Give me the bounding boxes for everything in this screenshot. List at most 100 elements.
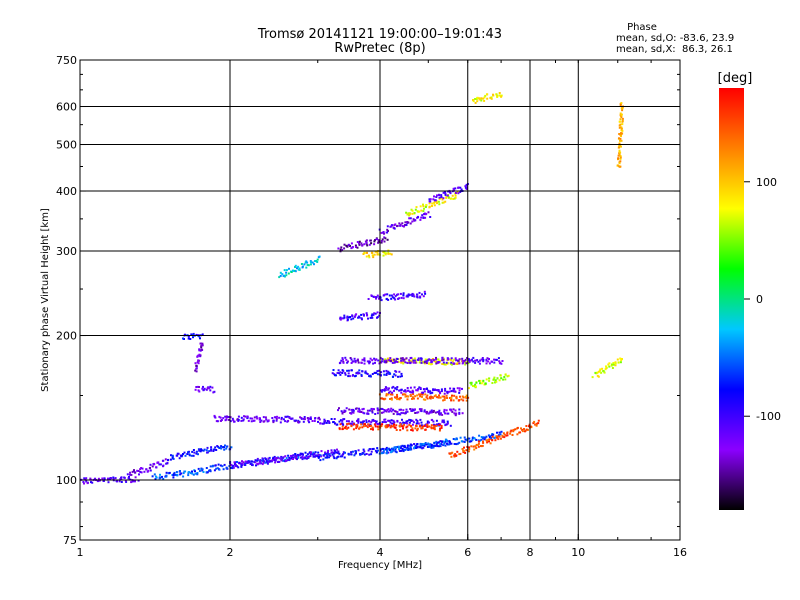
echo-point <box>216 467 219 470</box>
echo-point <box>395 424 398 427</box>
echo-point <box>340 410 343 413</box>
echo-point <box>393 410 396 413</box>
echo-point <box>430 445 433 448</box>
echo-point <box>446 422 449 425</box>
echo-point <box>596 374 599 377</box>
echo-point <box>496 95 499 97</box>
echo-point <box>341 425 344 428</box>
echo-point <box>288 456 291 459</box>
echo-point <box>392 420 395 423</box>
echo-point <box>456 387 459 390</box>
echo-point <box>134 471 137 474</box>
echo-point <box>317 451 320 454</box>
echo-point <box>399 223 402 226</box>
echo-point <box>380 231 383 234</box>
echo-point <box>407 444 409 447</box>
echo-point <box>293 419 296 422</box>
echo-point <box>386 357 389 360</box>
echo-point <box>294 264 297 267</box>
echo-point <box>386 450 389 453</box>
echo-point <box>442 201 445 204</box>
echo-point <box>402 225 405 228</box>
echo-point <box>444 444 447 447</box>
echo-point <box>340 359 343 362</box>
echo-point <box>271 417 274 419</box>
echo-point <box>490 437 493 440</box>
echo-point <box>419 387 422 389</box>
echo-point <box>429 392 432 395</box>
echo-point <box>285 415 288 418</box>
echo-point <box>402 297 405 300</box>
echo-point <box>497 357 500 360</box>
echo-point <box>294 453 297 455</box>
echo-point <box>362 407 365 410</box>
echo-point <box>430 419 433 421</box>
echo-point <box>473 385 476 388</box>
echo-point <box>388 391 390 394</box>
echo-point <box>457 186 460 189</box>
phase-o-stats: mean, sd,O: -83.6, 23.9 <box>616 33 735 44</box>
echo-point <box>230 466 233 469</box>
echo-point <box>373 312 376 315</box>
echo-point <box>159 473 161 476</box>
echo-point <box>371 373 374 375</box>
echo-point <box>362 253 365 255</box>
echo-point <box>403 390 406 393</box>
echo-point <box>452 187 455 190</box>
echo-point <box>261 457 264 460</box>
echo-point <box>396 386 399 388</box>
echo-point <box>428 206 431 209</box>
echo-point <box>345 427 348 430</box>
echo-point <box>417 422 420 425</box>
echo-point <box>393 446 396 449</box>
echo-point <box>428 198 431 201</box>
echo-point <box>490 434 493 437</box>
echo-point <box>438 442 441 445</box>
echo-point <box>246 462 249 464</box>
echo-point <box>206 451 209 454</box>
echo-point <box>302 453 304 456</box>
echo-point <box>415 418 418 421</box>
echo-point <box>392 360 395 362</box>
echo-point <box>483 99 486 102</box>
echo-point <box>237 466 240 469</box>
echo-point <box>488 438 491 441</box>
echo-point <box>608 365 611 368</box>
echo-point <box>221 465 224 468</box>
echo-point <box>297 455 300 458</box>
echo-point <box>412 393 415 396</box>
echo-point <box>86 482 89 485</box>
echo-point <box>450 442 453 445</box>
echo-point <box>404 422 407 424</box>
echo-point <box>422 295 425 298</box>
echo-point <box>371 426 374 429</box>
echo-point <box>400 361 403 364</box>
echo-point <box>423 409 426 412</box>
echo-point <box>367 449 370 452</box>
echo-point <box>404 389 407 392</box>
echo-point <box>421 427 424 430</box>
echo-point <box>400 372 403 375</box>
echo-point <box>474 101 477 104</box>
echo-point <box>365 239 368 242</box>
echo-point <box>481 437 484 439</box>
echo-point <box>591 376 594 379</box>
echo-point <box>398 222 401 225</box>
echo-point <box>356 241 359 243</box>
echo-point <box>427 211 430 214</box>
echo-point <box>482 441 485 444</box>
echo-point <box>434 360 437 363</box>
echo-point <box>374 449 377 452</box>
echo-point <box>482 358 485 361</box>
echo-point <box>165 462 168 465</box>
echo-point <box>343 418 346 421</box>
echo-point <box>356 246 359 249</box>
echo-point <box>500 430 503 433</box>
echo-point <box>373 408 375 411</box>
echo-point <box>404 393 407 396</box>
echo-point <box>444 363 447 366</box>
echo-point <box>347 369 350 372</box>
echo-point <box>500 377 503 380</box>
echo-point <box>400 445 403 448</box>
echo-point <box>354 244 357 247</box>
